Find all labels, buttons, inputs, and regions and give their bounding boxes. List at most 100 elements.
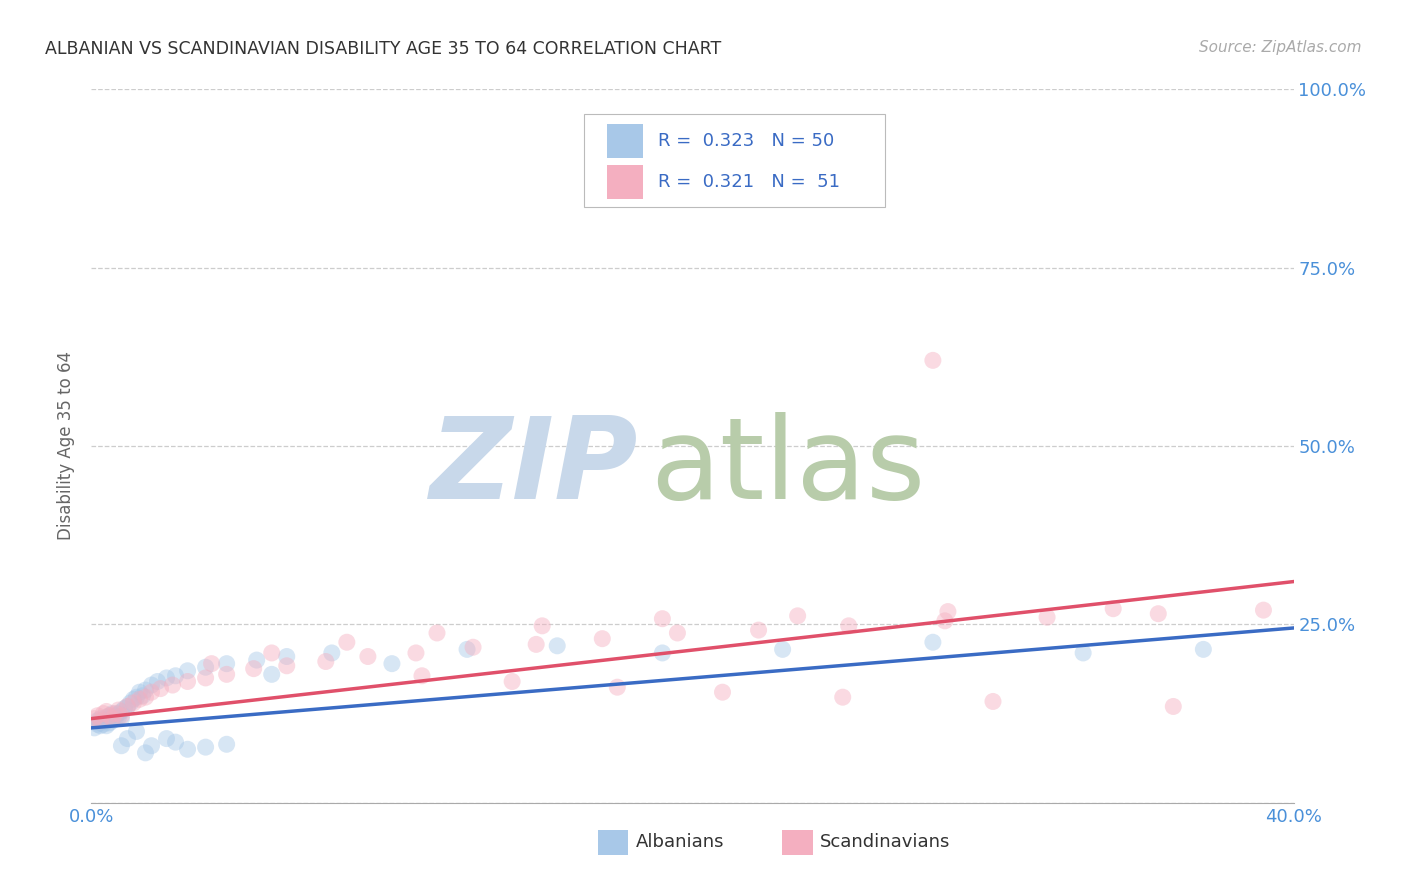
Point: [651, 646, 673, 660]
Point: [176, 664, 198, 678]
Point: [194, 660, 217, 674]
Point: [155, 671, 177, 685]
Point: [606, 680, 628, 694]
Bar: [607, 124, 643, 158]
Point: [131, 689, 153, 703]
Point: [83, 721, 105, 735]
Point: [98, 708, 121, 723]
Text: Albanians: Albanians: [636, 833, 724, 851]
Point: [922, 353, 945, 368]
Point: [426, 626, 449, 640]
Point: [260, 646, 283, 660]
Point: [786, 608, 808, 623]
Point: [107, 703, 129, 717]
Point: [666, 626, 689, 640]
Point: [117, 699, 139, 714]
Point: [1102, 601, 1125, 615]
Point: [524, 637, 547, 651]
Text: R =  0.323   N = 50: R = 0.323 N = 50: [658, 132, 834, 150]
Point: [981, 694, 1004, 708]
Point: [357, 649, 380, 664]
Point: [98, 712, 121, 726]
Point: [501, 674, 523, 689]
Point: [110, 739, 132, 753]
Point: [101, 706, 124, 721]
Point: [114, 701, 136, 715]
Point: [165, 669, 187, 683]
Point: [110, 712, 132, 726]
Point: [101, 710, 124, 724]
Point: [141, 739, 163, 753]
Point: [98, 715, 121, 730]
Point: [165, 735, 187, 749]
Point: [315, 655, 337, 669]
Point: [125, 690, 148, 705]
Point: [831, 690, 853, 705]
Point: [93, 717, 115, 731]
Point: [98, 708, 121, 723]
Point: [162, 678, 184, 692]
Text: Scandinavians: Scandinavians: [820, 833, 950, 851]
Point: [128, 692, 150, 706]
Point: [546, 639, 568, 653]
Point: [155, 731, 177, 746]
Point: [104, 706, 127, 721]
Point: [104, 712, 127, 726]
Point: [86, 714, 108, 728]
Point: [96, 705, 118, 719]
Point: [141, 685, 163, 699]
Point: [194, 671, 217, 685]
Point: [96, 710, 118, 724]
Point: [134, 746, 156, 760]
Point: [89, 719, 111, 733]
Point: [101, 712, 124, 726]
Point: [1036, 610, 1059, 624]
Point: [194, 740, 217, 755]
Point: [93, 713, 115, 727]
Point: [838, 619, 860, 633]
Bar: [607, 165, 643, 199]
Y-axis label: Disability Age 35 to 64: Disability Age 35 to 64: [58, 351, 76, 541]
Point: [711, 685, 734, 699]
Point: [934, 614, 956, 628]
Point: [104, 708, 127, 723]
Point: [149, 681, 172, 696]
Point: [381, 657, 404, 671]
Point: [201, 657, 224, 671]
Point: [1161, 699, 1184, 714]
Point: [134, 690, 156, 705]
Point: [276, 649, 298, 664]
Point: [96, 719, 118, 733]
Point: [405, 646, 427, 660]
Point: [122, 692, 145, 706]
Point: [1071, 646, 1094, 660]
Point: [176, 742, 198, 756]
Point: [748, 623, 770, 637]
Point: [107, 710, 129, 724]
Point: [120, 696, 142, 710]
Point: [336, 635, 359, 649]
Point: [93, 706, 115, 721]
Point: [246, 653, 269, 667]
Point: [83, 712, 105, 726]
Point: [321, 646, 343, 660]
Point: [215, 667, 238, 681]
Point: [86, 708, 108, 723]
Text: ZIP: ZIP: [430, 412, 638, 523]
Text: atlas: atlas: [651, 412, 925, 523]
Point: [260, 667, 283, 681]
Point: [110, 705, 132, 719]
Point: [1147, 607, 1170, 621]
Point: [146, 674, 169, 689]
Point: [110, 708, 132, 723]
Point: [456, 642, 478, 657]
Point: [101, 714, 124, 728]
Point: [122, 696, 145, 710]
Point: [242, 662, 264, 676]
Point: [936, 605, 959, 619]
Point: [591, 632, 613, 646]
Text: Source: ZipAtlas.com: Source: ZipAtlas.com: [1198, 40, 1361, 55]
Point: [128, 685, 150, 699]
Point: [141, 678, 163, 692]
Point: [411, 669, 433, 683]
